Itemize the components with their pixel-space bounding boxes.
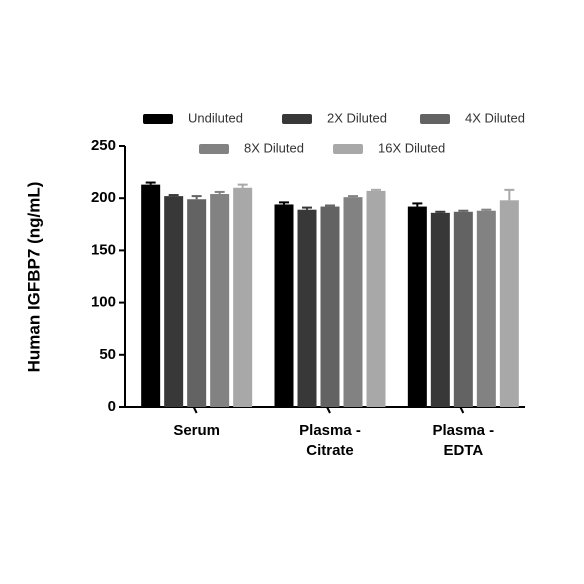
bar	[297, 209, 317, 407]
error-bar	[237, 183, 248, 188]
x-tick-label-line: Citrate	[306, 442, 354, 459]
bar	[343, 197, 363, 407]
error-bar	[504, 188, 515, 201]
x-tick-label: Serum	[173, 422, 220, 439]
legend-swatch	[333, 144, 363, 154]
x-tick	[192, 406, 198, 414]
bar	[187, 199, 207, 407]
error-bar	[214, 190, 225, 195]
bar	[141, 184, 161, 407]
error-bar	[412, 202, 423, 207]
x-tick-label-line: EDTA	[443, 442, 483, 459]
y-tick-label: 50	[99, 346, 116, 363]
legend-swatch	[282, 114, 312, 124]
error-bar	[371, 188, 381, 191]
bar	[233, 187, 253, 407]
legend-label: Undiluted	[188, 110, 243, 125]
error-bar	[302, 206, 312, 210]
bar	[476, 210, 496, 407]
legend-label: 2X Diluted	[327, 110, 387, 125]
bar	[407, 206, 427, 407]
error-bar	[348, 195, 358, 198]
error-bar	[279, 201, 289, 205]
y-axis-title: Human IGFBP7 (ng/mL)	[24, 182, 43, 373]
bar	[499, 200, 519, 407]
y-tick-label: 150	[91, 241, 116, 258]
x-tick	[459, 406, 465, 414]
bar	[320, 206, 340, 407]
bar	[366, 190, 386, 407]
y-tick-label: 100	[91, 294, 116, 311]
x-tick-label-line: Plasma -	[299, 422, 361, 439]
x-tick	[326, 406, 331, 414]
y-tick-label: 250	[91, 137, 116, 154]
y-tick-label: 200	[91, 189, 116, 206]
error-bar	[168, 194, 179, 197]
error-bar	[481, 208, 492, 211]
legend-swatch	[199, 144, 229, 154]
bar	[210, 194, 230, 407]
bar	[453, 211, 473, 407]
legend-label: 4X Diluted	[465, 110, 525, 125]
bar	[274, 204, 294, 407]
error-bar	[191, 195, 202, 200]
error-bar	[325, 204, 335, 207]
bar	[164, 196, 184, 407]
x-tick-label: Plasma - Citrate	[299, 422, 361, 459]
error-bar	[458, 209, 469, 212]
bar	[430, 212, 450, 407]
error-bar	[145, 181, 156, 185]
x-tick-label-line: Serum	[173, 422, 220, 439]
y-tick-label: 0	[108, 398, 116, 415]
x-tick-label-line: Plasma -	[432, 422, 494, 439]
x-tick-label: Plasma - EDTA	[432, 422, 494, 459]
legend-label: 16X Diluted	[378, 140, 445, 155]
legend-label: 8X Diluted	[244, 140, 304, 155]
legend-swatch	[143, 114, 173, 124]
error-bar	[435, 210, 446, 213]
legend-swatch	[420, 114, 450, 124]
